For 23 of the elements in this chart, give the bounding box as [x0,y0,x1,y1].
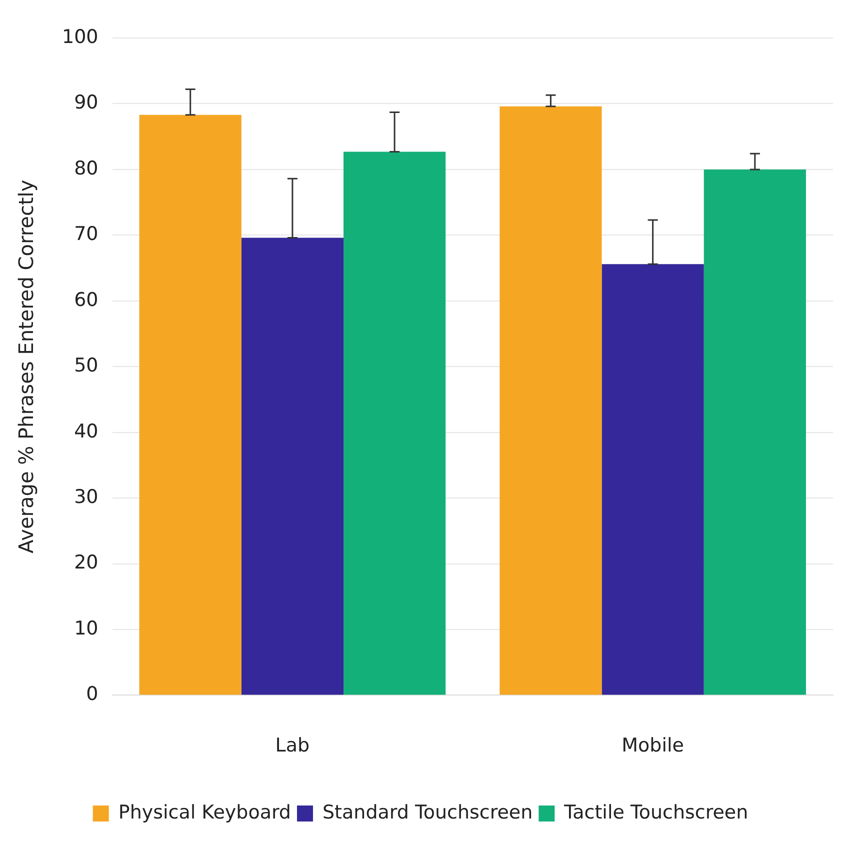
legend-label: Standard Touchscreen [322,801,533,824]
bar [500,106,602,695]
y-tick-label: 80 [74,157,98,180]
y-axis-title: Average % Phrases Entered Correctly [14,180,38,554]
x-tick-label: Lab [275,734,310,757]
y-tick-label: 0 [86,683,98,706]
y-tick-label: 70 [74,223,98,246]
legend-label: Tactile Touchscreen [563,801,748,824]
y-tick-label: 90 [74,92,98,114]
y-tick-label: 60 [74,288,98,311]
bar [344,152,446,695]
y-tick-label: 20 [74,552,98,574]
bar [704,169,806,695]
y-tick-label: 100 [62,26,98,48]
y-tick-label: 30 [74,486,98,508]
legend-label: Physical Keyboard [118,801,292,824]
bar [139,114,242,695]
y-tick-label: 50 [74,354,98,377]
x-tick-label: Mobile [622,734,684,757]
y-tick-label: 10 [74,617,98,640]
bar [241,238,344,695]
y-tick-label: 40 [74,420,98,442]
bar [602,264,704,695]
